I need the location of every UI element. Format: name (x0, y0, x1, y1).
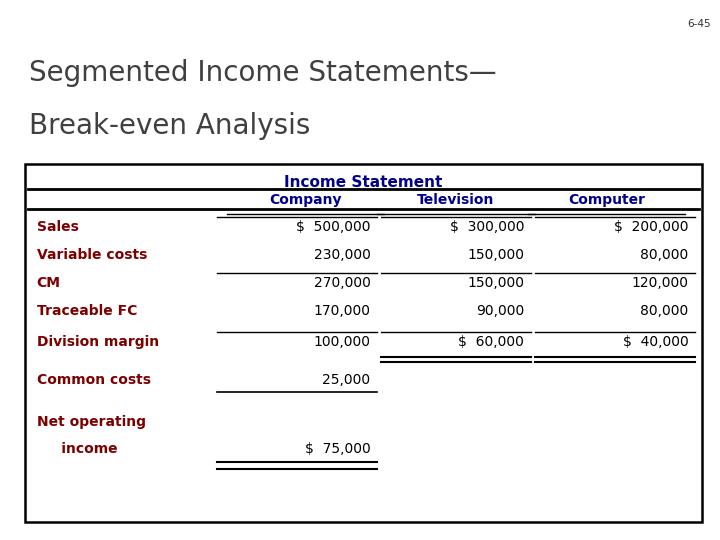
Text: 150,000: 150,000 (467, 276, 524, 290)
Text: Segmented Income Statements—: Segmented Income Statements— (29, 59, 496, 87)
Text: 6-45: 6-45 (688, 19, 711, 29)
Text: 90,000: 90,000 (476, 304, 524, 318)
Text: 170,000: 170,000 (313, 304, 371, 318)
Text: $  75,000: $ 75,000 (305, 442, 371, 456)
Text: Television: Television (418, 193, 495, 207)
Text: $  300,000: $ 300,000 (450, 220, 524, 234)
Text: 100,000: 100,000 (313, 335, 371, 349)
Text: 230,000: 230,000 (314, 248, 371, 262)
Text: $  200,000: $ 200,000 (614, 220, 688, 234)
Text: $  500,000: $ 500,000 (296, 220, 371, 234)
Text: Division margin: Division margin (37, 335, 159, 349)
FancyBboxPatch shape (25, 164, 702, 522)
Text: Variable costs: Variable costs (37, 248, 147, 262)
Text: 270,000: 270,000 (314, 276, 371, 290)
Text: 120,000: 120,000 (631, 276, 688, 290)
Text: Common costs: Common costs (37, 373, 150, 387)
Text: 80,000: 80,000 (640, 304, 688, 318)
Text: income: income (37, 442, 117, 456)
Text: 80,000: 80,000 (640, 248, 688, 262)
Text: Sales: Sales (37, 220, 78, 234)
Text: $  40,000: $ 40,000 (623, 335, 688, 349)
Text: Computer: Computer (568, 193, 645, 207)
Text: Break-even Analysis: Break-even Analysis (29, 112, 310, 140)
Text: Traceable FC: Traceable FC (37, 304, 137, 318)
Text: Company: Company (269, 193, 342, 207)
Text: Net operating: Net operating (37, 415, 145, 429)
Text: 25,000: 25,000 (323, 373, 371, 387)
Text: 150,000: 150,000 (467, 248, 524, 262)
Text: CM: CM (37, 276, 60, 290)
Text: $  60,000: $ 60,000 (459, 335, 524, 349)
Text: Income Statement: Income Statement (284, 174, 443, 190)
